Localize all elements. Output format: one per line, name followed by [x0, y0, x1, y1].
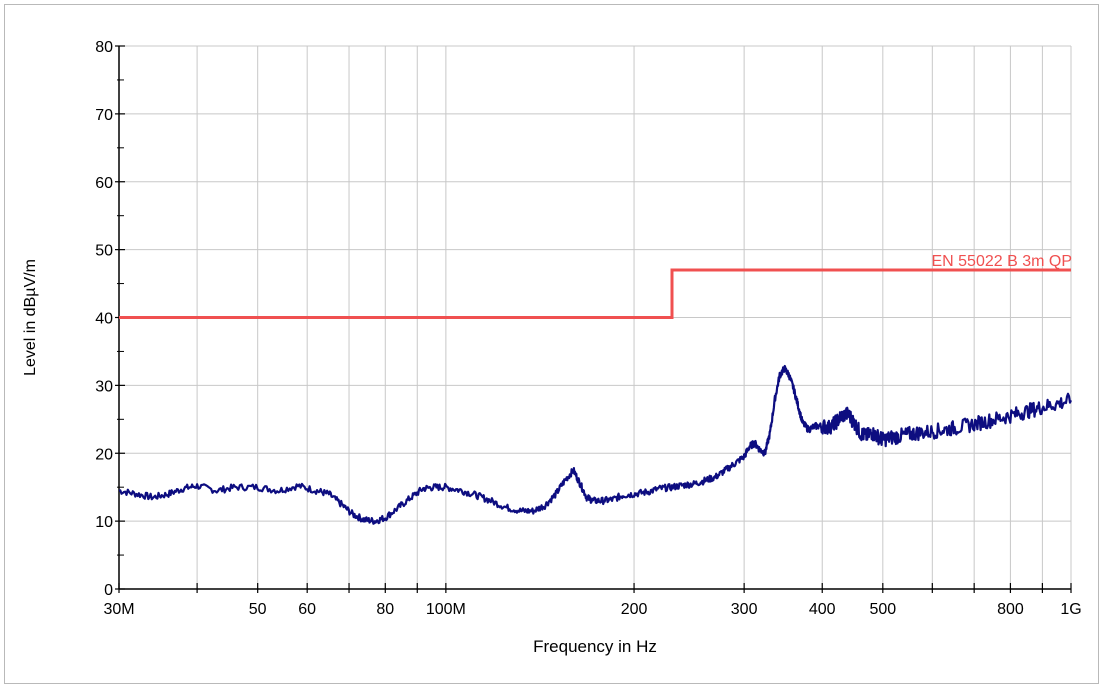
- limit-line-label: EN 55022 B 3m QP: [931, 253, 1072, 270]
- axes: 0 10 20 30 40 50 60 70 80 30M 50 60 80 100M 200 300 400 5…: [95, 39, 1081, 618]
- y-tick-label: 10: [95, 514, 113, 531]
- y-tick-label: 70: [95, 107, 113, 124]
- x-tick-label: 300: [731, 601, 758, 618]
- x-tick-label: 400: [809, 601, 836, 618]
- labels: Level in dBµV/m Frequency in Hz EN 55022…: [22, 253, 1072, 656]
- y-tick-label: 80: [95, 39, 113, 56]
- x-axis-label: Frequency in Hz: [533, 637, 657, 656]
- x-tick-label: 50: [249, 601, 267, 618]
- y-tick-label: 60: [95, 175, 113, 192]
- y-tick-label: 30: [95, 378, 113, 395]
- y-tick-label: 50: [95, 243, 113, 260]
- x-tick-label: 800: [997, 601, 1024, 618]
- x-tick-label: 60: [298, 601, 316, 618]
- measurement-trace: [118, 364, 1073, 525]
- x-tick-label: 1G: [1060, 601, 1081, 618]
- limit-line: [119, 268, 1071, 319]
- y-axis-label: Level in dBµV/m: [22, 259, 39, 376]
- x-tick-label: 200: [621, 601, 648, 618]
- emission-chart: 0 10 20 30 40 50 60 70 80 30M 50 60 80 100M 200 300 400 5…: [22, 39, 1082, 656]
- x-tick-label: 30M: [103, 601, 134, 618]
- y-tick-label: 0: [104, 582, 113, 599]
- x-tick-label: 80: [376, 601, 394, 618]
- x-tick-label: 100M: [426, 601, 466, 618]
- series-group: [118, 268, 1073, 525]
- y-tick-label: 20: [95, 446, 113, 463]
- x-tick-label: 500: [869, 601, 896, 618]
- y-tick-label: 40: [95, 311, 113, 328]
- chart-frame: 0 10 20 30 40 50 60 70 80 30M 50 60 80 100M 200 300 400 5…: [4, 4, 1099, 684]
